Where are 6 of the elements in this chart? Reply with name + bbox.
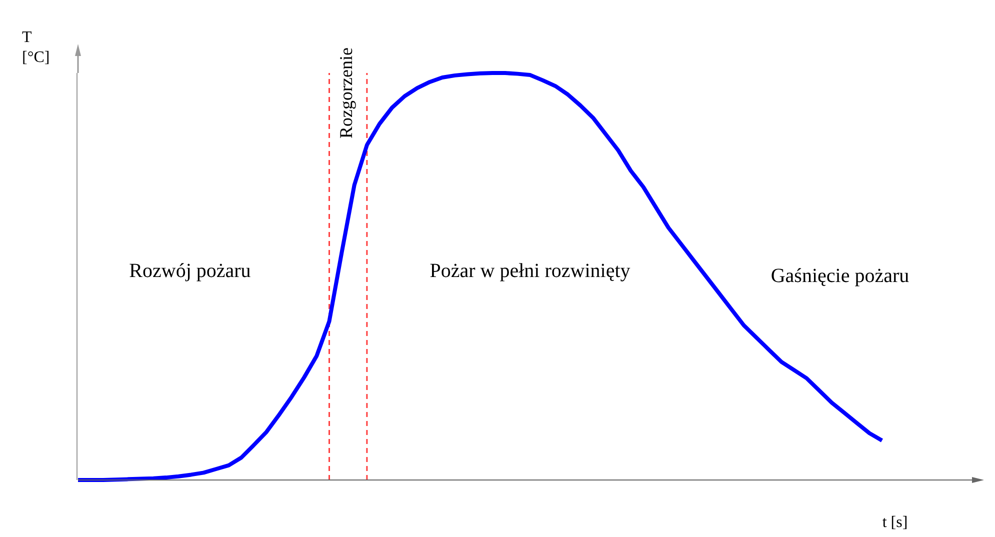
annotation: Gaśnięcie pożaru xyxy=(770,265,910,287)
annotation: Rozwój pożaru xyxy=(129,260,251,282)
x-axis-title: t [s] xyxy=(882,514,908,531)
y-axis-title: T [°C] xyxy=(22,29,50,66)
annotation: Rozgorzenie xyxy=(336,48,356,138)
annotation: Pożar w pełni rozwinięty xyxy=(430,260,630,282)
